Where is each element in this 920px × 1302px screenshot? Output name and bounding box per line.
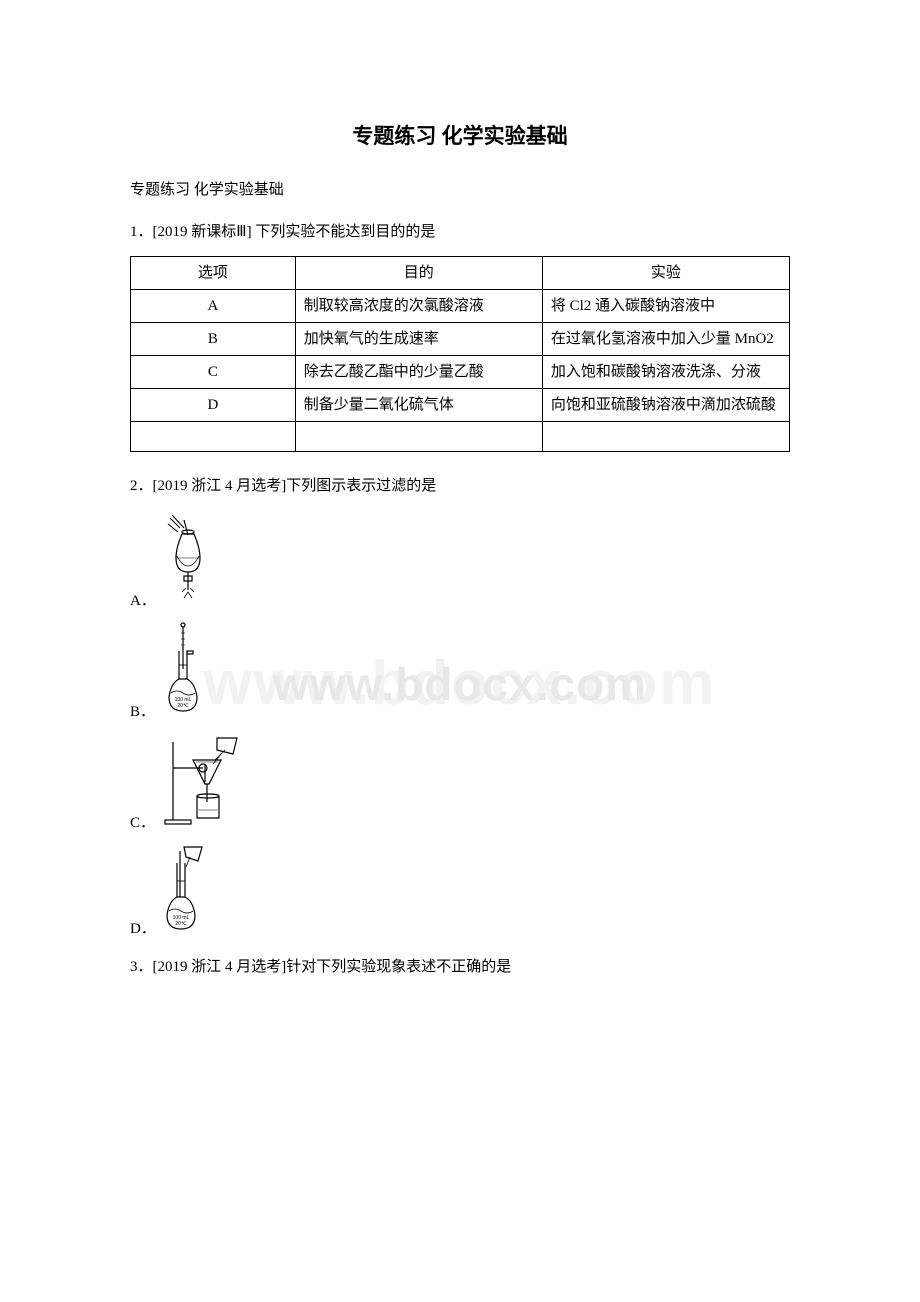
table-row-empty (131, 421, 790, 451)
table-cell-empty (295, 421, 542, 451)
option-b-row: B． 100 mL 20℃ (130, 621, 790, 724)
volumetric-flask-pouring-diagram-icon: 100 mL 20℃ (162, 843, 214, 941)
table-row: A 制取较高浓度的次氯酸溶液 将 Cl2 通入碳酸钠溶液中 (131, 289, 790, 322)
option-a-row: A． (130, 510, 790, 613)
question-3-text: 3．[2019 浙江 4 月选考]针对下列实验现象表述不正确的是 (130, 955, 790, 979)
volumetric-flask-thermometer-diagram-icon: 100 mL 20℃ (161, 621, 213, 724)
table-header-option: 选项 (131, 256, 296, 289)
table-row: B 加快氧气的生成速率 在过氧化氢溶液中加入少量 MnO2 (131, 322, 790, 355)
table-cell-option: D (131, 388, 296, 421)
option-d-label: D． (130, 917, 156, 941)
filtration-apparatus-diagram-icon (161, 732, 251, 835)
table-row: C 除去乙酸乙酯中的少量乙酸 加入饱和碳酸钠溶液洗涤、分液 (131, 355, 790, 388)
option-c-label: C． (130, 811, 155, 835)
table-cell-experiment: 向饱和亚硫酸钠溶液中滴加浓硫酸 (542, 388, 789, 421)
table-cell-option: B (131, 322, 296, 355)
separating-funnel-diagram-icon (162, 510, 214, 613)
option-b-label: B． (130, 700, 155, 724)
table-cell-purpose: 制备少量二氧化硫气体 (295, 388, 542, 421)
question-2-text: 2．[2019 浙江 4 月选考]下列图示表示过滤的是 (130, 474, 790, 498)
option-c-row: C． (130, 732, 790, 835)
table-cell-option: C (131, 355, 296, 388)
table-cell-experiment: 在过氧化氢溶液中加入少量 MnO2 (542, 322, 789, 355)
table-cell-purpose: 加快氧气的生成速率 (295, 322, 542, 355)
table-row: D 制备少量二氧化硫气体 向饱和亚硫酸钠溶液中滴加浓硫酸 (131, 388, 790, 421)
table-cell-purpose: 除去乙酸乙酯中的少量乙酸 (295, 355, 542, 388)
table-header-purpose: 目的 (295, 256, 542, 289)
page-subtitle: 专题练习 化学实验基础 (130, 178, 790, 202)
table-cell-empty (542, 421, 789, 451)
table-header-experiment: 实验 (542, 256, 789, 289)
question-1-text: 1．[2019 新课标Ⅲ] 下列实验不能达到目的的是 (130, 220, 790, 244)
table-cell-empty (131, 421, 296, 451)
table-cell-purpose: 制取较高浓度的次氯酸溶液 (295, 289, 542, 322)
table-cell-experiment: 将 Cl2 通入碳酸钠溶液中 (542, 289, 789, 322)
option-d-row: D． 100 mL 20℃ (130, 843, 790, 941)
table-header-row: 选项 目的 实验 (131, 256, 790, 289)
option-a-label: A． (130, 589, 156, 613)
table-cell-option: A (131, 289, 296, 322)
page-title: 专题练习 化学实验基础 (130, 120, 790, 154)
table-cell-experiment: 加入饱和碳酸钠溶液洗涤、分液 (542, 355, 789, 388)
question-1-table: 选项 目的 实验 A 制取较高浓度的次氯酸溶液 将 Cl2 通入碳酸钠溶液中 B… (130, 256, 790, 452)
svg-text:20℃: 20℃ (177, 703, 189, 709)
svg-text:20℃: 20℃ (175, 921, 187, 927)
